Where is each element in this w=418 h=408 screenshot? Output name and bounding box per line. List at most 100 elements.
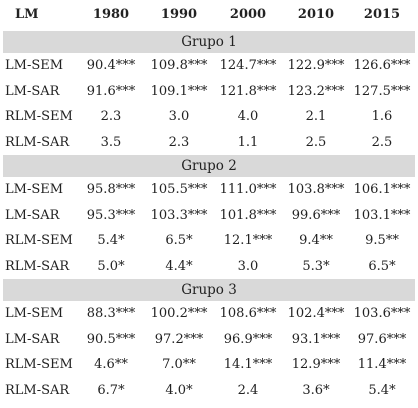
value-cell: 2.5 — [371, 134, 393, 150]
value-cell: 97.2*** — [154, 331, 204, 347]
value-cell: 4.0* — [165, 382, 193, 398]
value-cell: 2.4 — [237, 382, 259, 398]
table-row: RLM-SEM 5.4* 6.5* 12.1*** 9.4** 9.5** — [3, 228, 415, 254]
value-cell: 2.1 — [305, 109, 327, 125]
value-cell: 88.3*** — [86, 306, 136, 322]
value-cell: 7.0** — [162, 357, 196, 373]
value-cell: 4.6** — [94, 357, 128, 373]
value-cell: 6.7* — [97, 382, 125, 398]
value-cell: 103.1*** — [353, 207, 411, 223]
table-body: LM 1980 1990 2000 2010 2015 Grupo 1 LM-SE… — [3, 0, 415, 403]
row-label: RLM-SAR — [5, 258, 70, 274]
row-label: RLM-SEM — [5, 109, 73, 125]
value-cell: 9.4** — [299, 233, 333, 249]
value-cell: 9.5** — [365, 233, 399, 249]
value-cell: 2.3 — [100, 109, 122, 125]
value-cell: 97.6*** — [357, 331, 407, 347]
header-cell-lm: LM — [3, 0, 77, 31]
value-cell: 127.5*** — [353, 83, 411, 99]
value-cell: 3.0 — [237, 258, 259, 274]
group-header-row: Grupo 1 — [3, 30, 415, 53]
row-label: LM-SAR — [5, 207, 60, 223]
row-label: RLM-SEM — [5, 357, 73, 373]
value-cell: 106.1*** — [353, 182, 411, 198]
value-cell: 95.8*** — [86, 182, 136, 198]
value-cell: 105.5*** — [150, 182, 208, 198]
value-cell: 108.6*** — [219, 306, 277, 322]
value-cell: 124.7*** — [219, 58, 277, 74]
value-cell: 1.1 — [237, 134, 259, 150]
table-row: RLM-SAR 3.5 2.3 1.1 2.5 2.5 — [3, 130, 415, 156]
row-label: LM-SAR — [5, 83, 60, 99]
table-row: LM-SEM 90.4*** 109.8*** 124.7*** 122.9*** 126… — [3, 53, 415, 79]
value-cell: 6.5* — [368, 258, 396, 274]
row-label: LM-SAR — [5, 331, 60, 347]
value-cell: 122.9*** — [287, 58, 345, 74]
value-cell: 12.1*** — [223, 233, 273, 249]
value-cell: 123.2*** — [287, 83, 345, 99]
value-cell: 11.4*** — [357, 357, 407, 373]
value-cell: 100.2*** — [150, 306, 208, 322]
header-cell-2000: 2000 — [213, 0, 283, 31]
row-label: LM-SEM — [5, 58, 64, 74]
value-cell: 5.4* — [97, 233, 125, 249]
value-cell: 101.8*** — [219, 207, 277, 223]
value-cell: 96.9*** — [223, 331, 273, 347]
table-row: RLM-SAR 6.7* 4.0* 2.4 3.6* 5.4* — [3, 378, 415, 404]
header-cell-1990: 1990 — [145, 0, 213, 31]
value-cell: 12.9*** — [291, 357, 341, 373]
table-row: LM-SAR 91.6*** 109.1*** 121.8*** 123.2*** 127… — [3, 79, 415, 105]
group-header-row: Grupo 3 — [3, 279, 415, 301]
group-title: Grupo 2 — [3, 155, 415, 177]
value-cell: 5.3* — [302, 258, 330, 274]
value-cell: 4.4* — [165, 258, 193, 274]
row-label: LM-SEM — [5, 182, 64, 198]
value-cell: 2.3 — [168, 134, 190, 150]
value-cell: 3.5 — [100, 134, 122, 150]
value-cell: 3.6* — [302, 382, 330, 398]
table-row: RLM-SEM 2.3 3.0 4.0 2.1 1.6 — [3, 104, 415, 130]
value-cell: 103.6*** — [353, 306, 411, 322]
value-cell: 4.0 — [237, 109, 259, 125]
value-cell: 99.6*** — [291, 207, 341, 223]
value-cell: 95.3*** — [86, 207, 136, 223]
row-label: RLM-SAR — [5, 134, 70, 150]
value-cell: 14.1*** — [223, 357, 273, 373]
group-title: Grupo 1 — [3, 30, 415, 53]
table-row: LM-SAR 95.3*** 103.3*** 101.8*** 99.6*** 103.… — [3, 203, 415, 229]
table-row: LM-SEM 88.3*** 100.2*** 108.6*** 102.4*** 103… — [3, 301, 415, 327]
row-label: RLM-SEM — [5, 233, 73, 249]
row-label: LM-SEM — [5, 306, 64, 322]
value-cell: 109.8*** — [150, 58, 208, 74]
group-header-row: Grupo 2 — [3, 155, 415, 177]
header-row: LM 1980 1990 2000 2010 2015 — [3, 0, 415, 31]
value-cell: 109.1*** — [150, 83, 208, 99]
header-cell-1980: 1980 — [77, 0, 145, 31]
lm-test-table: LM 1980 1990 2000 2010 2015 Grupo 1 LM-SE… — [3, 0, 415, 403]
group-title: Grupo 3 — [3, 279, 415, 301]
value-cell: 5.0* — [97, 258, 125, 274]
value-cell: 6.5* — [165, 233, 193, 249]
header-cell-2015: 2015 — [349, 0, 415, 31]
value-cell: 1.6 — [371, 109, 393, 125]
value-cell: 3.0 — [168, 109, 190, 125]
value-cell: 103.3*** — [150, 207, 208, 223]
row-label: RLM-SAR — [5, 382, 70, 398]
value-cell: 90.4*** — [86, 58, 136, 74]
value-cell: 93.1*** — [291, 331, 341, 347]
table-row: LM-SEM 95.8*** 105.5*** 111.0*** 103.8*** 106… — [3, 177, 415, 203]
value-cell: 91.6*** — [86, 83, 136, 99]
value-cell: 90.5*** — [86, 331, 136, 347]
header-cell-2010: 2010 — [283, 0, 349, 31]
value-cell: 102.4*** — [287, 306, 345, 322]
table-row: LM-SAR 90.5*** 97.2*** 96.9*** 93.1*** 97.6**… — [3, 327, 415, 353]
value-cell: 111.0*** — [219, 182, 277, 198]
value-cell: 2.5 — [305, 134, 327, 150]
value-cell: 126.6*** — [353, 58, 411, 74]
value-cell: 5.4* — [368, 382, 396, 398]
table-row: RLM-SAR 5.0* 4.4* 3.0 5.3* 6.5* — [3, 254, 415, 280]
value-cell: 121.8*** — [219, 83, 277, 99]
value-cell: 103.8*** — [287, 182, 345, 198]
table-row: RLM-SEM 4.6** 7.0** 14.1*** 12.9*** 11.4*** — [3, 352, 415, 378]
